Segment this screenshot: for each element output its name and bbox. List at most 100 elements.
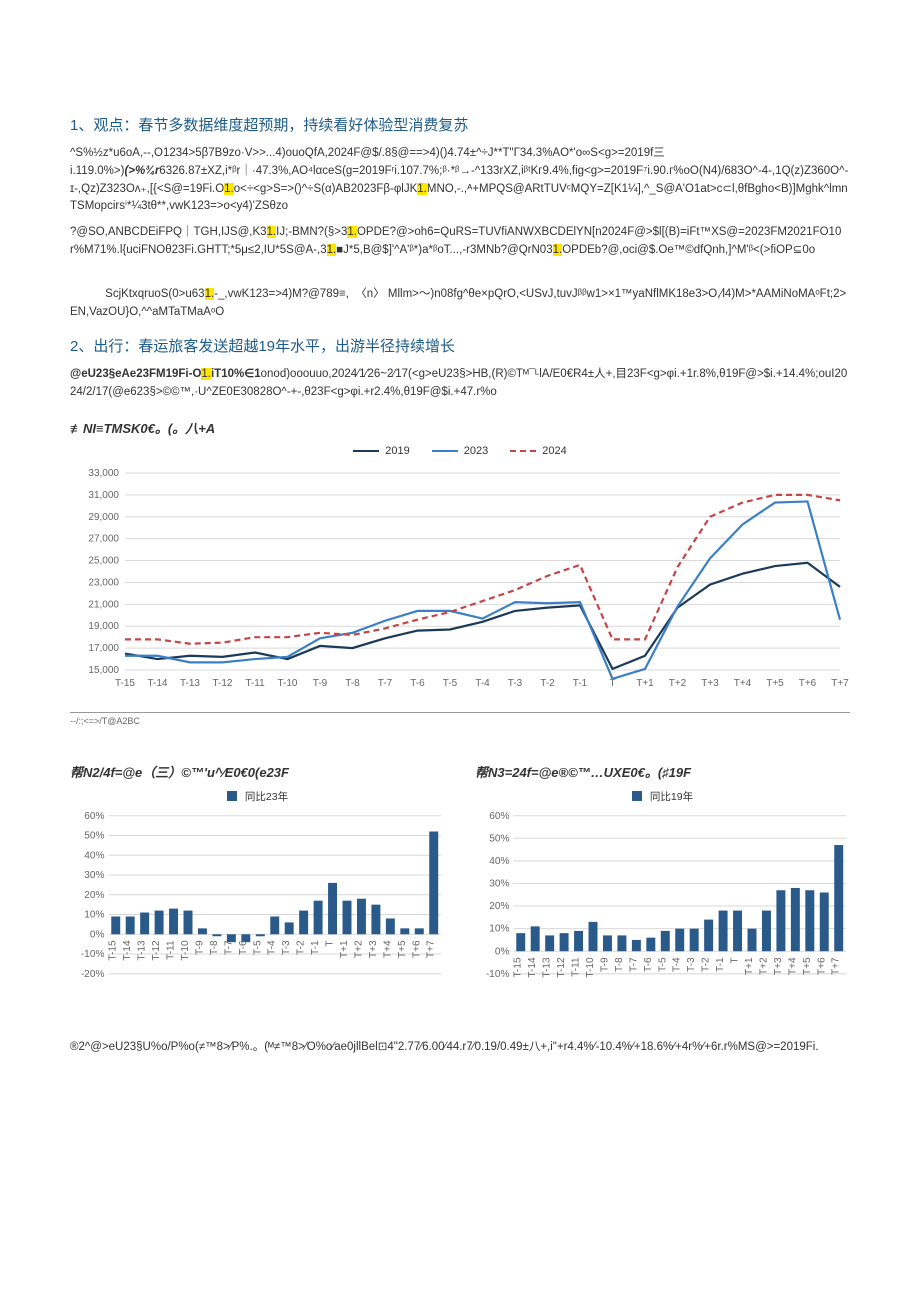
para2: ?@SO,ANBCDEiFPQ｜TGH,IJS@,K31.IJ;-BMN?(§>… [70, 224, 850, 260]
svg-text:T+4: T+4 [382, 940, 393, 958]
svg-text:T-5: T-5 [443, 678, 458, 689]
svg-text:T+7: T+7 [426, 940, 437, 958]
svg-text:T-15: T-15 [115, 678, 135, 689]
p3hl: 1. [205, 288, 215, 300]
svg-text:T-5: T-5 [657, 957, 668, 972]
svg-text:T-15: T-15 [513, 957, 524, 978]
p2hl1: 1. [267, 226, 277, 238]
p2b: IJ;-BMN?(§>3 [276, 226, 347, 238]
svg-text:T-12: T-12 [151, 940, 162, 961]
section2-heading: 2、出行：春运旅客发送超越19年水平，出游半径持续增长 [70, 335, 850, 356]
s2c: iT10%∈1 [211, 368, 261, 380]
svg-text:T-14: T-14 [147, 678, 167, 689]
svg-text:T: T [730, 957, 741, 963]
svg-text:T-12: T-12 [212, 678, 232, 689]
svg-text:T-14: T-14 [527, 957, 538, 978]
svg-text:21,000: 21,000 [88, 599, 119, 610]
svg-text:T-2: T-2 [701, 957, 712, 972]
p2hl4: 1. [553, 244, 563, 256]
svg-text:60%: 60% [84, 811, 104, 822]
p1a: ^S%½z*u6oA,--,O1234>5β7B9zo·V>>...4)ouoQ… [70, 147, 665, 159]
svg-text:10%: 10% [84, 909, 104, 920]
svg-text:T+6: T+6 [411, 940, 422, 958]
svg-text:T+4: T+4 [734, 678, 752, 689]
barR-leg-text: 同比19年 [650, 789, 693, 804]
svg-text:T+5: T+5 [766, 678, 784, 689]
svg-text:T-8: T-8 [345, 678, 360, 689]
svg-text:0%: 0% [90, 929, 105, 940]
svg-text:31,000: 31,000 [88, 490, 119, 501]
svg-text:T+2: T+2 [758, 957, 769, 975]
svg-text:-10%: -10% [486, 969, 510, 980]
svg-text:T-14: T-14 [122, 940, 133, 961]
foot-para: ®2^@>eU23§U%o/P%o(≠™8>⁄P%.。(ᴹ≠™8>⁄O%o⁄ae… [70, 1039, 850, 1057]
p2e: OPDEb?@,oci@$.Oe™©dfQnh,]^M'ᵝ<(>fiOP⊆0o [562, 244, 815, 256]
barR-title: 帮N3=24f=@e®©™…UXE0€。(♯19F [475, 762, 850, 781]
svg-text:23,000: 23,000 [88, 577, 119, 588]
svg-text:T-8: T-8 [614, 957, 625, 972]
p1b-emph: (>%¾r [124, 165, 159, 177]
svg-text:T-9: T-9 [194, 940, 205, 955]
svg-text:T+3: T+3 [701, 678, 719, 689]
linechart-title: ≢NI≡TMSK0€。(。八+A [70, 418, 850, 437]
svg-text:T-4: T-4 [672, 957, 683, 972]
svg-text:60%: 60% [489, 811, 509, 822]
svg-text:T-3: T-3 [508, 678, 523, 689]
barR-legend: 同比19年 [475, 789, 850, 804]
line-chart-svg: 15,00017,00019,00021,00023,00025,00027,0… [70, 463, 850, 703]
p1b-hl1: 1. [224, 183, 234, 195]
p1b-pre: i.119.0%>) [70, 165, 124, 177]
s2b: 23§eAe23FM19Fi-O [96, 368, 201, 380]
p1b-m2: o<÷<g>S=>()^÷S(α)AB2023Fβ-φlJK [234, 183, 418, 195]
svg-text:-20%: -20% [81, 969, 105, 980]
svg-text:T-10: T-10 [277, 678, 297, 689]
source-note: --/:;<=>/T@A2BC [70, 712, 850, 726]
s2a: @eU [70, 368, 96, 380]
svg-text:29,000: 29,000 [88, 512, 119, 523]
svg-text:T+1: T+1 [744, 957, 755, 975]
line-legend: 201920232024 [70, 445, 850, 457]
s2hl: 1. [201, 368, 211, 380]
barL-title: 帮N2/4f=@e（三）©™'u^⁄E0€0(e23F [70, 762, 445, 781]
p2hl2: 1. [347, 226, 357, 238]
svg-text:T+2: T+2 [353, 940, 364, 958]
svg-text:30%: 30% [489, 878, 509, 889]
svg-text:10%: 10% [489, 924, 509, 935]
section1-heading: 1、观点：春节多数据维度超预期，持续看好体验型消费复苏 [70, 114, 850, 135]
svg-text:T-9: T-9 [313, 678, 328, 689]
svg-text:27,000: 27,000 [88, 534, 119, 545]
svg-text:T+5: T+5 [802, 957, 813, 975]
svg-text:T-5: T-5 [252, 940, 263, 955]
para1: ^S%½z*u6oA,--,O1234>5β7B9zo·V>>...4)ouoQ… [70, 145, 850, 216]
svg-text:25,000: 25,000 [88, 555, 119, 566]
svg-text:0%: 0% [495, 946, 510, 957]
svg-text:T+2: T+2 [669, 678, 687, 689]
p2d: ■J*5,B@$]'^A'ᵝ*)a*ᵝoT...,-r3MNb?@QrN03 [336, 244, 552, 256]
svg-text:-10%: -10% [81, 949, 105, 960]
svg-text:T-4: T-4 [267, 940, 278, 955]
barR-svg: -10%0%10%20%30%40%50%60%T-15T-14T-13T-12… [475, 808, 850, 1018]
svg-text:T+3: T+3 [773, 957, 784, 975]
svg-text:T-12: T-12 [556, 957, 567, 978]
svg-text:T-3: T-3 [281, 940, 292, 955]
svg-text:50%: 50% [489, 833, 509, 844]
svg-text:40%: 40% [489, 856, 509, 867]
p2hl3: 1. [327, 244, 337, 256]
p1b-hl2: 1. [417, 183, 427, 195]
svg-text:T+3: T+3 [368, 940, 379, 958]
line-chart: 201920232024 15,00017,00019,00021,00023,… [70, 445, 850, 706]
barL-leg-text: 同比23年 [245, 789, 288, 804]
para-s2: @eU23§eAe23FM19Fi-O1.iT10%∈1onod)ooouuo,… [70, 366, 850, 402]
svg-text:T+5: T+5 [397, 940, 408, 958]
p3a: ScjKtxqruoS(0>u63 [70, 288, 205, 300]
p2a: ?@SO,ANBCDEiFPQ｜TGH,IJS@,K3 [70, 226, 267, 238]
svg-text:T-2: T-2 [540, 678, 555, 689]
svg-text:T-7: T-7 [223, 940, 234, 955]
svg-text:T-13: T-13 [542, 957, 553, 978]
barL-svg: -20%-10%0%10%20%30%40%50%60%T-15T-14T-13… [70, 808, 445, 1018]
svg-text:T-6: T-6 [643, 957, 654, 972]
svg-text:15,000: 15,000 [88, 665, 119, 676]
svg-text:40%: 40% [84, 850, 104, 861]
barR-swatch [632, 791, 642, 801]
svg-text:T-11: T-11 [245, 678, 265, 689]
